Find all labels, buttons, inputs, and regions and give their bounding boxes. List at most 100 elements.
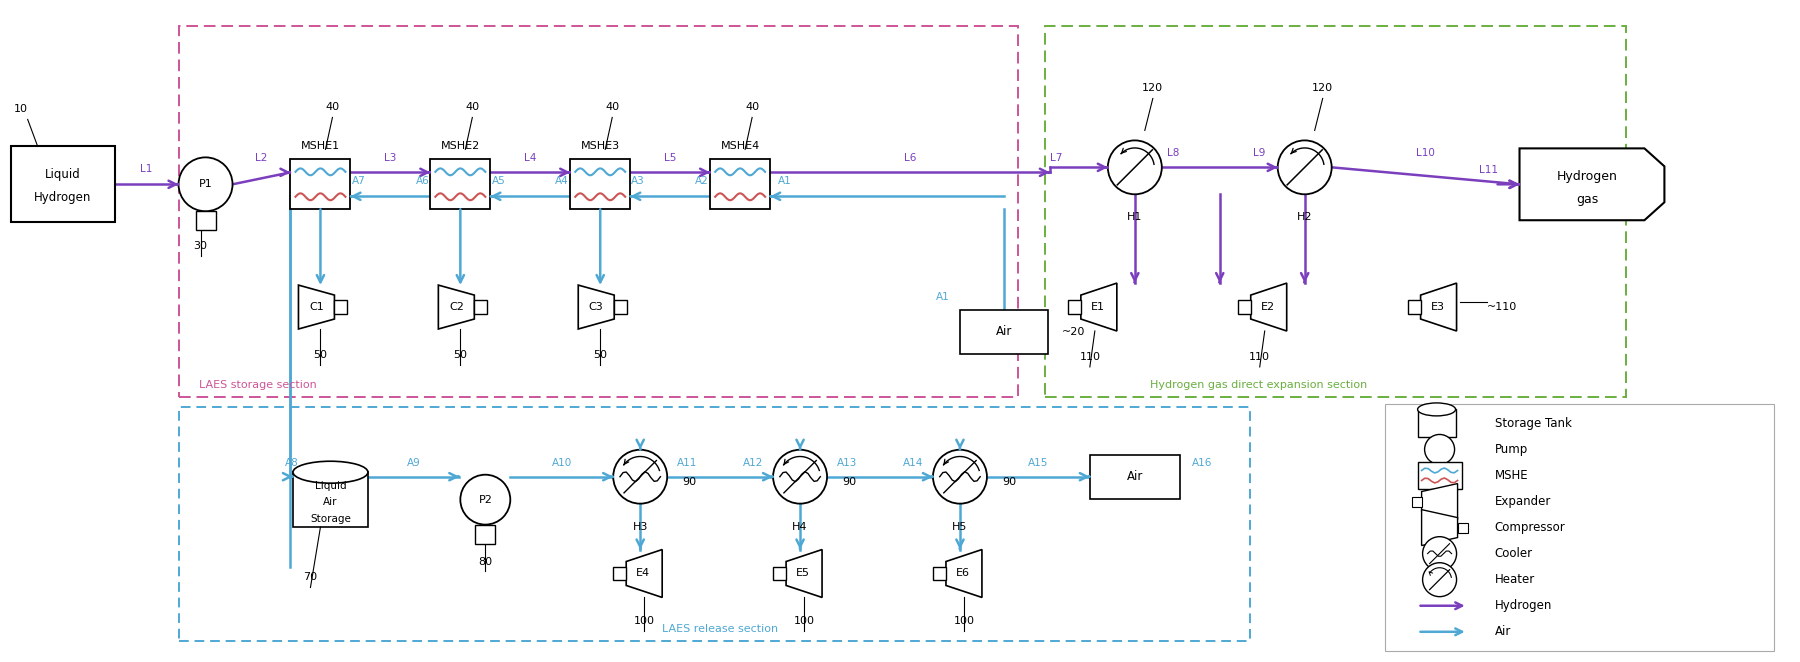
Text: A12: A12 <box>743 457 763 468</box>
FancyBboxPatch shape <box>1238 300 1251 314</box>
Text: A2: A2 <box>695 176 709 186</box>
Ellipse shape <box>293 461 367 483</box>
Text: H1: H1 <box>1127 213 1143 222</box>
Text: 100: 100 <box>634 616 655 626</box>
Text: A11: A11 <box>677 457 698 468</box>
Text: Air: Air <box>1127 470 1143 483</box>
Text: gas: gas <box>1575 193 1598 206</box>
Text: E1: E1 <box>1091 302 1105 312</box>
Text: L2: L2 <box>256 154 268 164</box>
FancyBboxPatch shape <box>1411 496 1422 506</box>
Text: E2: E2 <box>1260 302 1274 312</box>
Text: A8: A8 <box>284 457 299 468</box>
Text: 50: 50 <box>313 350 328 360</box>
Text: E3: E3 <box>1431 302 1445 312</box>
Text: A13: A13 <box>837 457 857 468</box>
Text: 50: 50 <box>594 350 607 360</box>
Text: L7: L7 <box>1049 154 1062 164</box>
Text: A3: A3 <box>632 176 644 186</box>
Text: A6: A6 <box>416 176 428 186</box>
FancyBboxPatch shape <box>1067 300 1080 314</box>
Text: P1: P1 <box>198 179 212 189</box>
FancyBboxPatch shape <box>335 300 347 314</box>
Text: Hydrogen gas direct expansion section: Hydrogen gas direct expansion section <box>1150 380 1366 390</box>
Circle shape <box>1422 563 1456 596</box>
FancyBboxPatch shape <box>1458 522 1467 532</box>
Polygon shape <box>1422 510 1458 545</box>
Text: A14: A14 <box>902 457 923 468</box>
Text: A5: A5 <box>491 176 506 186</box>
Text: A10: A10 <box>551 457 572 468</box>
Text: H3: H3 <box>632 522 648 532</box>
Text: LAES release section: LAES release section <box>662 624 778 634</box>
Polygon shape <box>787 549 823 597</box>
Text: L3: L3 <box>383 154 396 164</box>
Text: L11: L11 <box>1478 166 1498 175</box>
FancyBboxPatch shape <box>475 524 495 544</box>
Polygon shape <box>578 285 614 329</box>
Text: Air: Air <box>995 326 1012 338</box>
FancyBboxPatch shape <box>1433 465 1447 477</box>
Text: 40: 40 <box>605 103 619 113</box>
FancyBboxPatch shape <box>1418 409 1456 438</box>
Text: A9: A9 <box>407 457 421 468</box>
Text: 40: 40 <box>464 103 479 113</box>
FancyBboxPatch shape <box>290 160 351 209</box>
Circle shape <box>1278 140 1332 194</box>
Text: L8: L8 <box>1166 148 1179 158</box>
FancyBboxPatch shape <box>1418 461 1462 489</box>
Text: E4: E4 <box>635 569 650 579</box>
Text: A1: A1 <box>936 292 950 302</box>
Text: LAES storage section: LAES storage section <box>198 380 317 390</box>
FancyBboxPatch shape <box>959 310 1048 354</box>
Text: A16: A16 <box>1192 457 1211 468</box>
Text: 50: 50 <box>454 350 468 360</box>
FancyBboxPatch shape <box>430 160 490 209</box>
Text: A4: A4 <box>556 176 569 186</box>
Text: 100: 100 <box>954 616 974 626</box>
Text: Liquid: Liquid <box>315 481 346 491</box>
Text: H4: H4 <box>792 522 808 532</box>
Text: L4: L4 <box>524 154 536 164</box>
FancyBboxPatch shape <box>1089 455 1179 498</box>
Text: 110: 110 <box>1080 352 1100 362</box>
Text: Air: Air <box>324 496 338 506</box>
Text: E6: E6 <box>956 569 970 579</box>
Text: Storage Tank: Storage Tank <box>1494 417 1571 430</box>
FancyBboxPatch shape <box>196 211 216 230</box>
Text: Storage: Storage <box>310 514 351 524</box>
Text: ~110: ~110 <box>1487 302 1517 312</box>
FancyBboxPatch shape <box>614 300 626 314</box>
Text: MSHE1: MSHE1 <box>301 142 340 152</box>
Polygon shape <box>1420 283 1456 331</box>
Circle shape <box>772 449 826 504</box>
Text: L6: L6 <box>904 154 916 164</box>
Text: A7: A7 <box>351 176 365 186</box>
Text: P2: P2 <box>479 495 491 504</box>
Text: MSHE: MSHE <box>1494 469 1528 482</box>
FancyBboxPatch shape <box>614 567 626 581</box>
Polygon shape <box>299 285 335 329</box>
Text: L1: L1 <box>140 164 153 174</box>
Text: MSHE4: MSHE4 <box>720 142 760 152</box>
Text: 40: 40 <box>745 103 760 113</box>
Text: MSHE2: MSHE2 <box>441 142 481 152</box>
Polygon shape <box>947 549 983 597</box>
Text: A1: A1 <box>778 176 792 186</box>
Text: L10: L10 <box>1417 148 1435 158</box>
Text: 80: 80 <box>479 557 493 567</box>
Polygon shape <box>439 285 475 329</box>
FancyBboxPatch shape <box>11 146 115 222</box>
Circle shape <box>178 158 232 211</box>
FancyBboxPatch shape <box>1384 404 1775 651</box>
Text: 40: 40 <box>326 103 340 113</box>
Text: MSHE3: MSHE3 <box>581 142 619 152</box>
Text: ~20: ~20 <box>1062 327 1085 337</box>
FancyBboxPatch shape <box>475 300 488 314</box>
Text: 100: 100 <box>794 616 815 626</box>
Text: 90: 90 <box>842 477 857 487</box>
Text: 90: 90 <box>1003 477 1015 487</box>
Text: 90: 90 <box>682 477 697 487</box>
Text: H5: H5 <box>952 522 968 532</box>
Text: Liquid: Liquid <box>45 168 81 181</box>
